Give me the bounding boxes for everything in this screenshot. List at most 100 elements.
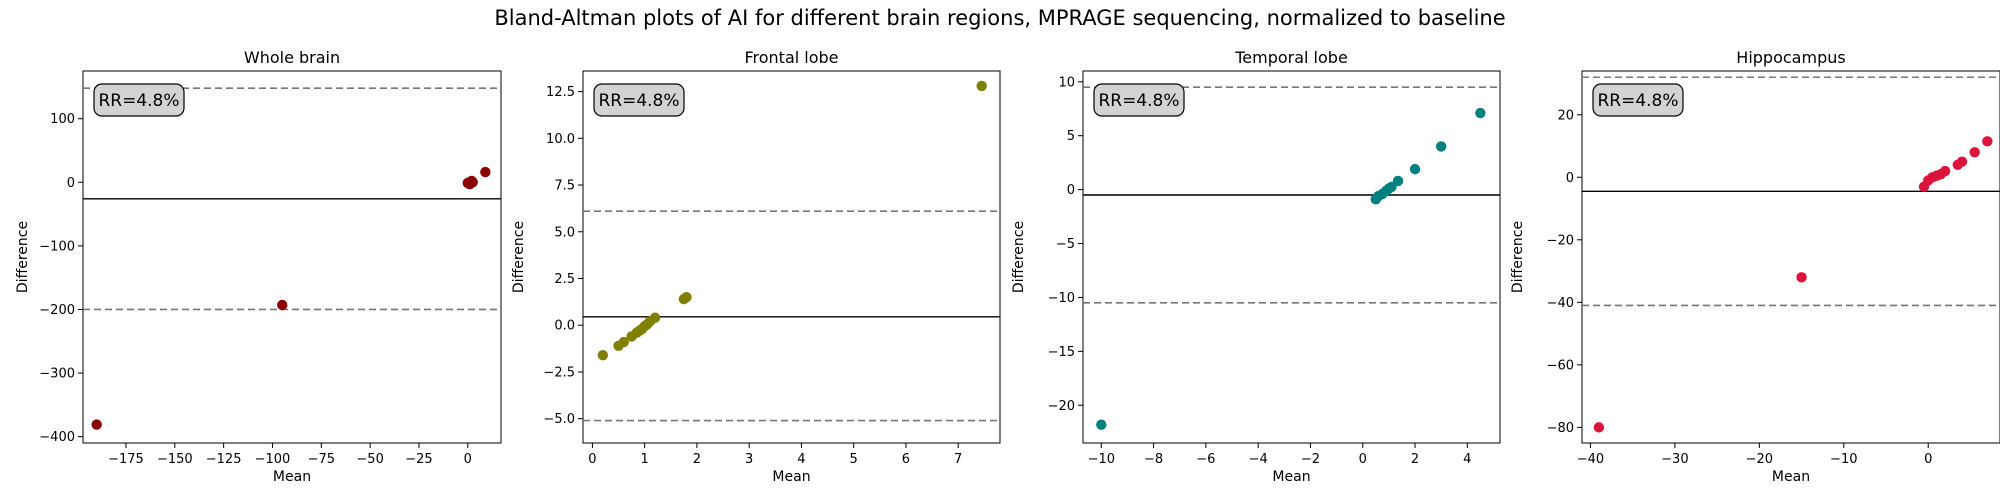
x-tick-label: −8 bbox=[1144, 452, 1163, 467]
x-tick-label: −50 bbox=[356, 452, 383, 467]
x-tick-label: −125 bbox=[206, 452, 242, 467]
subplot-title: Hippocampus bbox=[1736, 48, 1845, 67]
y-tick-label: 5.0 bbox=[554, 225, 575, 240]
rr-annotation: RR=4.8% bbox=[1597, 91, 1678, 111]
rr-annotation: RR=4.8% bbox=[1098, 91, 1179, 111]
x-tick-label: −75 bbox=[308, 452, 335, 467]
y-tick-label: 0 bbox=[1067, 183, 1075, 198]
data-point bbox=[649, 312, 661, 323]
subplot-title: Whole brain bbox=[244, 48, 340, 67]
data-point bbox=[91, 419, 102, 430]
annotation-box bbox=[93, 83, 185, 117]
y-tick-label: −200 bbox=[39, 303, 75, 318]
x-tick-label: 0 bbox=[1924, 452, 1932, 467]
x-tick-label: 0 bbox=[588, 452, 596, 467]
y-axis-label: Difference bbox=[1510, 221, 1526, 293]
y-tick-label: 12.5 bbox=[546, 85, 575, 100]
data-point bbox=[1969, 147, 1980, 158]
x-axis-label: Mean bbox=[772, 469, 810, 485]
data-point bbox=[597, 349, 609, 361]
y-tick-label: 0 bbox=[67, 176, 75, 191]
y-tick-label: −40 bbox=[1547, 296, 1574, 311]
y-axis-label: Difference bbox=[15, 221, 31, 293]
y-tick-label: 2.5 bbox=[554, 272, 575, 287]
x-tick-label: 4 bbox=[1463, 452, 1471, 467]
data-point bbox=[1956, 156, 1968, 167]
y-tick-label: 7.5 bbox=[554, 179, 575, 194]
x-tick-label: −40 bbox=[1577, 452, 1604, 467]
data-point bbox=[1982, 136, 1993, 147]
plot-frame bbox=[1581, 70, 2000, 444]
y-tick-label: −300 bbox=[39, 367, 75, 382]
x-tick-label: −30 bbox=[1661, 452, 1688, 467]
y-axis-label: Difference bbox=[511, 221, 527, 293]
y-tick-label: −400 bbox=[39, 430, 75, 445]
x-tick-label: −25 bbox=[405, 452, 432, 467]
y-tick-label: −100 bbox=[39, 239, 75, 254]
plot-frame bbox=[1082, 70, 1501, 444]
y-tick-label: −5.0 bbox=[543, 412, 575, 427]
x-tick-label: 7 bbox=[954, 452, 962, 467]
x-tick-label: 0 bbox=[464, 452, 472, 467]
x-tick-label: 6 bbox=[902, 452, 910, 467]
chart-panel-4: Hippocampus −40 −30 −20 −10 0 −80 −60 −40 −20 0 20 M… bbox=[1510, 48, 2000, 485]
y-tick-label: 0.0 bbox=[554, 319, 575, 334]
rr-annotation: RR=4.8% bbox=[598, 91, 679, 111]
y-tick-label: −10 bbox=[1048, 291, 1075, 306]
x-tick-label: −10 bbox=[1830, 452, 1857, 467]
x-axis-label: Mean bbox=[1772, 469, 1810, 485]
figure-title: Bland-Altman plots of AI for different b… bbox=[494, 6, 1506, 30]
chart-panel-1: Whole brain −175 −150 −125 −100 −75 −50 −25 0 −40… bbox=[15, 48, 502, 485]
y-tick-label: 100 bbox=[50, 112, 75, 127]
y-tick-label: −20 bbox=[1547, 233, 1574, 248]
x-axis-label: Mean bbox=[273, 469, 311, 485]
x-tick-label: −2 bbox=[1301, 452, 1320, 467]
x-tick-label: 2 bbox=[693, 452, 701, 467]
plot-frame bbox=[82, 70, 502, 444]
x-tick-label: −10 bbox=[1088, 452, 1115, 467]
y-tick-label: −60 bbox=[1547, 358, 1574, 373]
x-tick-label: 0 bbox=[1359, 452, 1367, 467]
data-point bbox=[1796, 272, 1807, 283]
x-tick-label: −175 bbox=[108, 452, 144, 467]
x-tick-label: 2 bbox=[1411, 452, 1419, 467]
y-axis-label: Difference bbox=[1011, 221, 1027, 293]
x-tick-label: 1 bbox=[641, 452, 649, 467]
x-tick-label: −150 bbox=[157, 452, 193, 467]
data-point bbox=[1392, 175, 1404, 187]
x-tick-label: 3 bbox=[745, 452, 753, 467]
data-point bbox=[681, 291, 692, 303]
x-tick-label: −20 bbox=[1746, 452, 1773, 467]
y-tick-label: −2.5 bbox=[543, 365, 575, 380]
data-point bbox=[976, 80, 987, 92]
chart-panel-3: Temporal lobe−10 −8 −6 −4 −2 0 2 4−20−15−10−505… bbox=[1011, 48, 1501, 485]
x-tick-label: −100 bbox=[255, 452, 291, 467]
y-tick-label: 10.0 bbox=[546, 132, 575, 147]
data-point bbox=[1939, 165, 1951, 177]
data-point bbox=[480, 166, 491, 178]
y-tick-label: −80 bbox=[1547, 421, 1574, 436]
x-tick-label: 5 bbox=[850, 452, 858, 467]
y-tick-label: 20 bbox=[1557, 108, 1574, 123]
subplot-title: Temporal lobe bbox=[1234, 48, 1348, 67]
annotation-box bbox=[1592, 83, 1684, 117]
data-point bbox=[1593, 422, 1605, 433]
data-point bbox=[1435, 141, 1447, 152]
y-tick-label: −5 bbox=[1056, 237, 1075, 252]
x-axis-label: Mean bbox=[1272, 469, 1310, 485]
x-tick-label: −4 bbox=[1249, 452, 1268, 467]
y-tick-label: 0 bbox=[1566, 171, 1574, 186]
y-tick-label: −15 bbox=[1048, 345, 1075, 360]
x-tick-label: 4 bbox=[797, 452, 805, 467]
data-point bbox=[277, 299, 288, 311]
rr-annotation: RR=4.8% bbox=[98, 91, 179, 111]
data-point bbox=[1409, 163, 1421, 175]
data-point bbox=[1096, 419, 1107, 430]
plot-frame bbox=[582, 70, 1001, 444]
annotation-box bbox=[593, 83, 685, 117]
y-tick-label: 10 bbox=[1058, 75, 1075, 90]
x-tick-label: −6 bbox=[1196, 452, 1215, 467]
y-tick-label: −20 bbox=[1048, 399, 1075, 414]
y-tick-label: 5 bbox=[1067, 129, 1075, 144]
